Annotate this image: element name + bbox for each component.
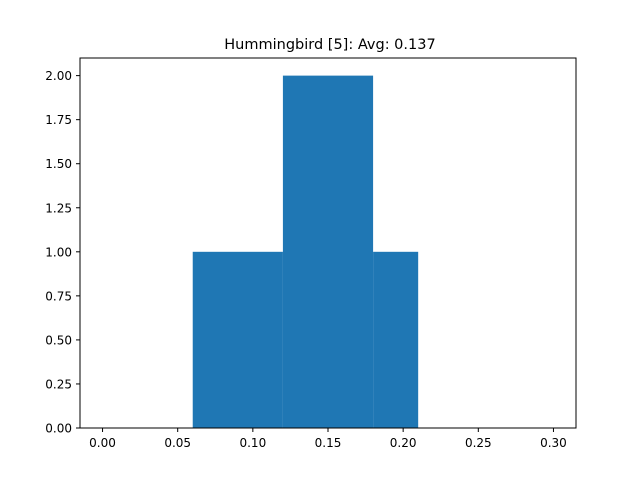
x-tick-label: 0.30 <box>540 436 567 450</box>
y-tick-label: 0.25 <box>45 377 72 391</box>
x-tick-label: 0.25 <box>465 436 492 450</box>
histogram-bar-1 <box>192 251 283 428</box>
y-tick-label: 1.00 <box>45 245 72 259</box>
y-tick-label: 2.00 <box>45 69 72 83</box>
y-tick-label: 1.50 <box>45 157 72 171</box>
chart-title: Hummingbird [5]: Avg: 0.137 <box>224 37 435 53</box>
x-tick-label: 0.20 <box>390 436 417 450</box>
plot-frame <box>79 57 577 429</box>
y-tick-label: 0.00 <box>45 422 72 436</box>
x-axis: 0.00 0.05 0.10 0.15 0.20 0.25 0.30 <box>89 428 567 450</box>
y-tick-label: 1.25 <box>45 201 72 215</box>
x-tick-label: 0.10 <box>239 436 266 450</box>
y-tick-label: 0.50 <box>45 333 72 347</box>
bars-group <box>192 75 419 428</box>
x-tick-label: 0.05 <box>164 436 191 450</box>
histogram-bar-3 <box>373 251 419 428</box>
y-tick-label: 0.75 <box>45 289 72 303</box>
y-tick-label: 1.75 <box>45 113 72 127</box>
y-axis: 0.00 0.25 0.50 0.75 1.00 1.25 1.50 1.75 2.00 <box>45 69 80 436</box>
histogram-bar-2 <box>282 75 374 428</box>
x-tick-label: 0.00 <box>89 436 116 450</box>
x-tick-label: 0.15 <box>315 436 342 450</box>
